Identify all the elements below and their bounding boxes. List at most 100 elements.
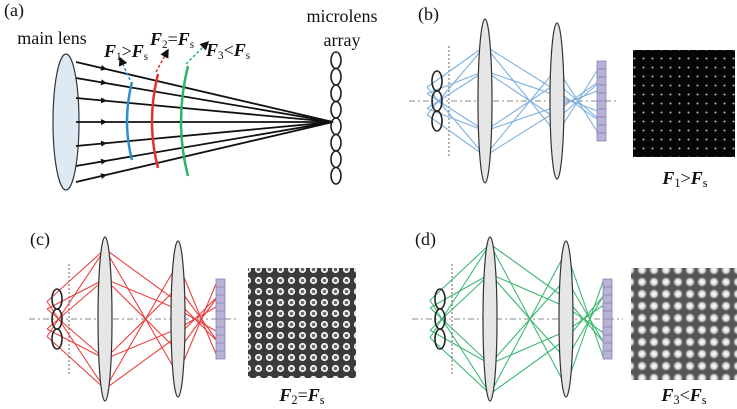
sensor-cell <box>603 351 612 359</box>
label-part: F <box>103 41 116 61</box>
sensor-cell <box>597 69 606 77</box>
sensor-cell <box>597 133 606 141</box>
label-part: F <box>149 29 162 49</box>
condition-label: F2=Fs <box>278 385 324 407</box>
sensor-cell <box>597 125 606 133</box>
microlens <box>331 102 341 119</box>
sensor-cell <box>603 319 612 327</box>
label-part: s <box>702 393 707 407</box>
focus-arc <box>152 74 158 168</box>
ray <box>47 302 105 390</box>
microlens <box>331 85 341 102</box>
label-part: F <box>307 385 320 405</box>
ray <box>76 122 333 166</box>
lens <box>559 241 573 397</box>
image-d <box>631 268 737 380</box>
ray <box>427 46 485 115</box>
sensor-cell <box>603 303 612 311</box>
ray <box>490 252 566 395</box>
focus-arc <box>181 66 188 176</box>
ray <box>105 287 178 359</box>
label-part: < <box>224 40 234 60</box>
label-part: F <box>177 29 190 49</box>
sensor-cell <box>597 85 606 93</box>
ray <box>105 249 178 375</box>
panel-tag: (b) <box>418 4 439 25</box>
label-part: F <box>689 385 702 405</box>
sensor-cell <box>603 287 612 295</box>
label-part: F <box>660 385 673 405</box>
panel-tag: (d) <box>415 229 436 250</box>
lens <box>478 19 492 183</box>
sensor-cell <box>216 351 225 359</box>
ray <box>490 274 566 360</box>
image-c <box>248 268 356 378</box>
ray <box>76 143 106 146</box>
sensor-cell <box>597 117 606 125</box>
label-part: > <box>122 41 132 61</box>
sensor-cell <box>597 101 606 109</box>
microlens <box>435 289 445 309</box>
ray <box>76 78 106 83</box>
sensor-cell <box>603 335 612 343</box>
label-part: F <box>205 40 218 60</box>
lens <box>171 241 185 397</box>
sensor-cell <box>216 343 225 351</box>
label-part: = <box>298 385 308 405</box>
label-part: F <box>278 385 291 405</box>
condition-label: F1>Fs <box>661 168 707 190</box>
microlens <box>331 69 341 86</box>
panel-tag: (c) <box>30 229 50 250</box>
ray <box>427 87 485 156</box>
sensor-cell <box>216 311 225 319</box>
sensor-cell <box>216 295 225 303</box>
ray <box>76 122 333 182</box>
label-part: F <box>233 40 246 60</box>
ray <box>47 249 105 337</box>
sensor-cell <box>216 303 225 311</box>
sensor-cell <box>216 319 225 327</box>
label-part: s <box>190 39 194 51</box>
lens <box>483 237 497 401</box>
sensor-cell <box>597 77 606 85</box>
image-b <box>633 50 735 157</box>
focus-arc <box>127 82 132 160</box>
ray <box>490 279 566 365</box>
condition-label: F1>Fs <box>103 41 148 63</box>
array-label: array <box>324 30 361 50</box>
label-part: s <box>246 50 250 62</box>
condition-label: F3<Fs <box>660 385 706 407</box>
ray <box>105 279 178 351</box>
ray <box>76 62 106 69</box>
label-part: s <box>144 51 148 63</box>
microlens <box>432 71 442 91</box>
direction-arrow <box>156 50 168 72</box>
ray <box>76 122 333 146</box>
microlens <box>432 111 442 131</box>
sensor-cell <box>603 311 612 319</box>
label-part: F <box>690 168 703 188</box>
sensor-cell <box>603 327 612 335</box>
microlens <box>331 135 341 152</box>
sensor-cell <box>216 335 225 343</box>
sensor-cell <box>597 93 606 101</box>
figure: (a) main lens microlens array (b) (c) (d… <box>0 0 737 409</box>
microlens <box>331 118 341 135</box>
label-part: = <box>168 29 178 49</box>
ray <box>485 71 557 96</box>
sensor-cell <box>603 343 612 351</box>
label-part: s <box>703 176 708 190</box>
microlens-label: microlens <box>307 6 378 26</box>
label-part: F <box>661 168 674 188</box>
ray <box>485 106 557 131</box>
lens <box>53 54 79 190</box>
sensor-cell <box>597 109 606 117</box>
label-part: < <box>680 385 690 405</box>
label-part: > <box>681 168 691 188</box>
ray <box>76 98 333 122</box>
ray <box>76 62 333 122</box>
lens <box>550 23 564 179</box>
ray <box>105 263 178 389</box>
microlens <box>331 52 341 69</box>
sensor-cell <box>597 61 606 69</box>
